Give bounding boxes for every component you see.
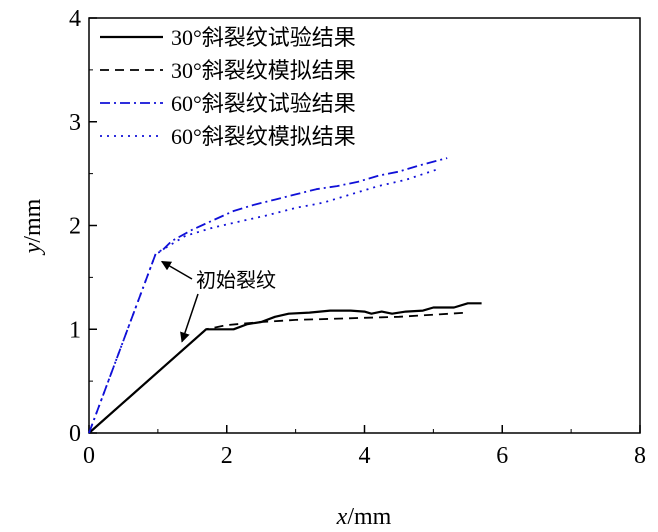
y-axis-title: y/mm: [20, 198, 46, 255]
y-tick-label: 3: [69, 110, 81, 136]
legend: 30°斜裂纹试验结果 30°斜裂纹模拟结果 60°斜裂纹试验结果 60°斜裂纹模拟结果: [100, 25, 356, 149]
annotation: 初始裂纹: [160, 260, 276, 343]
ticks: 0 2 4 6 8 0 1 2 3 4: [69, 6, 646, 469]
y-tick-label: 2: [69, 214, 81, 240]
series-line-4: [88, 167, 441, 434]
annotation-arrow: [180, 293, 199, 343]
legend-label-2: 30°斜裂纹模拟结果: [171, 58, 356, 83]
x-tick-label: 0: [83, 443, 95, 469]
legend-label-4: 60°斜裂纹模拟结果: [171, 124, 356, 149]
series-line-2: [88, 311, 468, 434]
annotation-arrow: [160, 260, 193, 280]
series-line-1: [88, 302, 482, 434]
x-tick-label: 6: [496, 443, 508, 469]
y-tick-label: 1: [69, 317, 81, 343]
x-tick-label: 4: [359, 443, 371, 469]
legend-label-1: 30°斜裂纹试验结果: [171, 25, 356, 50]
x-tick-label: 2: [221, 443, 233, 469]
legend-label-3: 60°斜裂纹试验结果: [171, 91, 356, 116]
series-line-3: [88, 157, 448, 434]
x-tick-label: 8: [634, 443, 646, 469]
y-tick-label: 0: [69, 421, 81, 447]
series-layer: [88, 157, 482, 434]
y-tick-label: 4: [69, 6, 81, 32]
x-axis-title: x/mm: [336, 504, 392, 530]
annotation-text: 初始裂纹: [196, 268, 276, 292]
